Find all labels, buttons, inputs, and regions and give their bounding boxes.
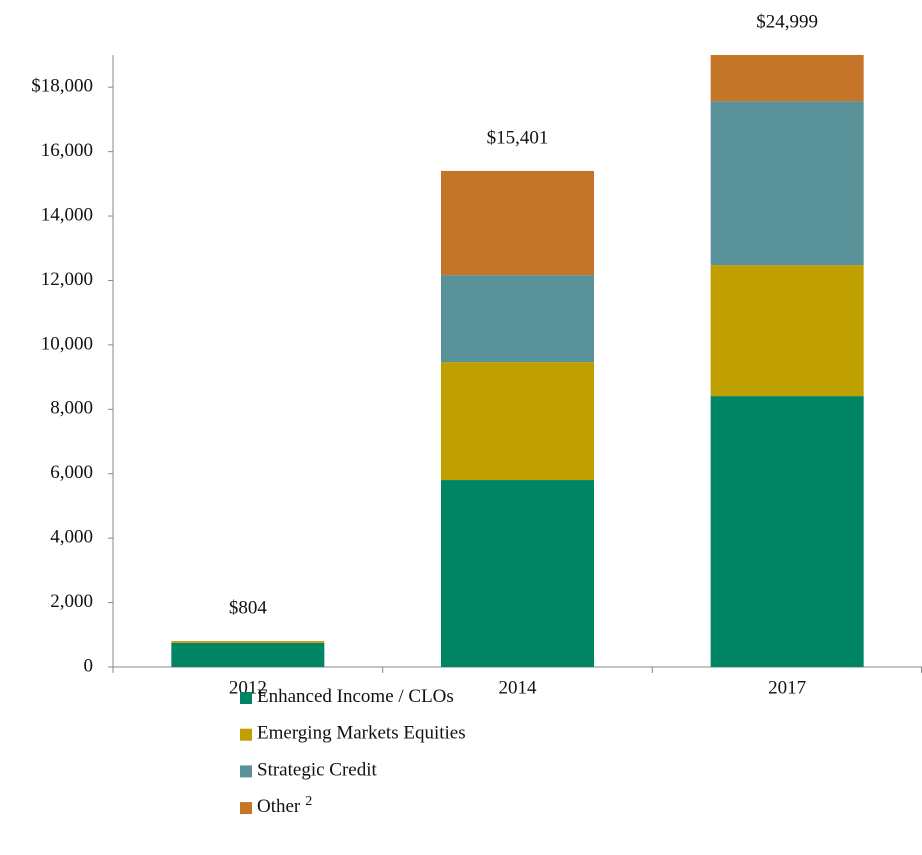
legend-swatch [240,692,252,704]
y-tick-label: 14,000 [41,204,93,225]
y-tick-label: 4,000 [50,527,93,548]
y-tick-label: 10,000 [41,333,93,354]
legend-label: Emerging Markets Equities [257,723,466,744]
total-label: $804 [229,597,268,618]
legend-swatch [240,765,252,777]
legend-name: Other [257,796,301,817]
bar-segment [441,275,594,362]
bar-segment [711,265,864,396]
bar-segment [171,643,324,667]
bar-segment [171,642,324,643]
legend-swatch [240,802,252,814]
y-tick-label: 2,000 [50,591,93,612]
legend-swatch [240,729,252,741]
y-tick-label: 6,000 [50,462,93,483]
legend-name: Emerging Markets Equities [257,723,466,744]
total-label: $15,401 [487,127,549,148]
y-tick-label: 12,000 [41,269,93,290]
total-label: $24,999 [756,11,818,32]
x-tick-label: 2017 [768,677,806,698]
bar-segment [441,362,594,480]
y-tick-label: 0 [84,655,94,676]
legend-name: Enhanced Income / CLOs [257,686,454,707]
legend-label: Strategic Credit [257,760,377,781]
bar-segment [441,171,594,275]
y-tick-label: 8,000 [50,398,93,419]
bar-segment [711,396,864,667]
legend-label: Other 2 [257,794,312,817]
legend-label: Enhanced Income / CLOs [257,686,454,707]
legend-name: Strategic Credit [257,760,377,781]
bar-segment [711,101,864,265]
x-tick-label: 2014 [499,677,538,698]
y-tick-label: 16,000 [41,140,93,161]
bars [171,0,863,667]
legend-footnote: 2 [305,794,312,809]
bar-segment [441,480,594,667]
y-tick-label: $18,000 [31,76,93,97]
